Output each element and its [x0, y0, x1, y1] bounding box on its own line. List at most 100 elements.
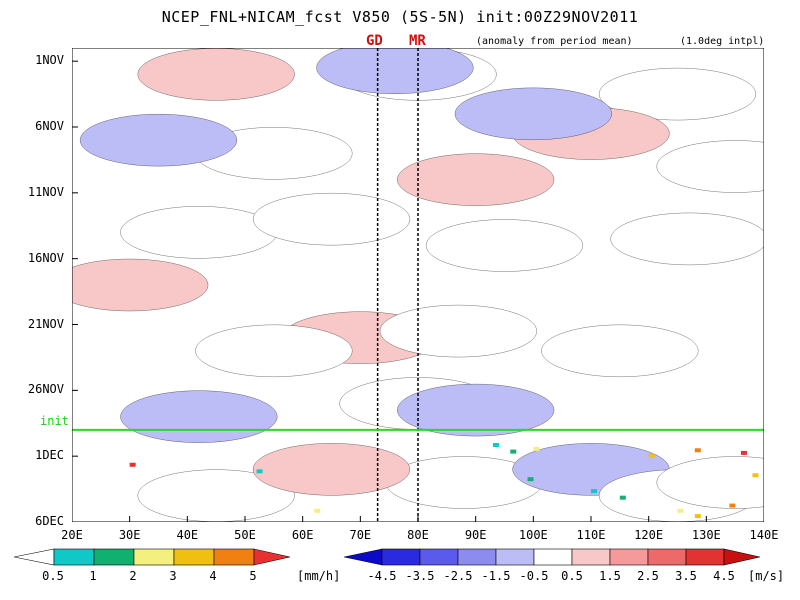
precip-cell — [729, 503, 736, 508]
precip-cell — [752, 473, 759, 478]
marker-lines — [376, 48, 419, 522]
precip-colorbar-cell — [213, 548, 255, 566]
wind-colorbar-label: -4.5 — [367, 569, 397, 583]
wind-colorbar-cell — [457, 548, 497, 566]
anomaly-contour — [379, 304, 538, 358]
anomaly-feature — [397, 153, 555, 206]
y-tick-label: 6NOV — [35, 119, 64, 133]
anomaly-feature — [316, 48, 474, 94]
wind-colorbar-label: 1.5 — [599, 569, 621, 583]
y-tick-label: 1NOV — [35, 53, 64, 68]
anomaly-feature — [656, 140, 764, 193]
anomaly-contour — [316, 48, 474, 94]
precip-colorbar-cell — [253, 548, 291, 566]
precip-colorbar-label: 1 — [89, 569, 97, 583]
wind-colorbar-cell — [647, 548, 687, 566]
anomaly-contour — [120, 206, 278, 259]
precip-field — [129, 443, 759, 519]
anomaly-feature — [72, 258, 209, 312]
wind-colorbar-cell — [609, 548, 649, 566]
precip-colorbar-cell — [14, 548, 55, 566]
x-tick-label: 30E — [118, 528, 141, 542]
wind-colorbar-label: -0.5 — [519, 569, 549, 583]
x-tick-label: 110E — [576, 528, 606, 542]
anomaly-feature — [397, 383, 555, 437]
marker-label-gd: GD — [366, 33, 383, 49]
anomaly-feature — [195, 324, 353, 378]
precip-cell — [492, 443, 499, 447]
precip-colorbar-label: 3 — [169, 569, 177, 583]
precip-colorbar-label: 5 — [249, 569, 257, 583]
precip-cell — [694, 514, 701, 519]
precip-cell — [648, 453, 655, 458]
anomaly-field — [72, 48, 764, 522]
interp-note: (1.0deg intpl) — [680, 36, 765, 47]
precip-cell — [619, 495, 626, 500]
precip-cell — [129, 462, 136, 467]
wind-colorbar-label: -3.5 — [405, 569, 435, 583]
precip-cell — [677, 508, 684, 513]
anomaly-contour — [656, 140, 764, 193]
precip-colorbar-label: 2 — [129, 569, 137, 583]
wind-colorbar-cell — [685, 548, 725, 566]
x-tick-label: 60E — [291, 528, 314, 542]
wind-colorbar-cell — [723, 548, 761, 566]
precip-colorbar — [14, 548, 291, 566]
anomaly-feature — [541, 324, 699, 378]
x-tick-label: 100E — [518, 528, 548, 542]
anomaly-feature — [120, 206, 278, 259]
y-tick-label: 16NOV — [27, 250, 64, 265]
y-tick-label: 11NOV — [27, 184, 64, 199]
anomaly-feature — [379, 304, 538, 358]
wind-unit: [m/s] — [748, 569, 785, 583]
precip-colorbar-cell — [93, 548, 135, 566]
anomaly-contour — [252, 192, 411, 246]
anomaly-feature — [598, 67, 757, 121]
heatmap-plot — [72, 48, 764, 522]
anomaly-feature — [610, 212, 764, 266]
precip-cell — [256, 469, 263, 474]
anomaly-feature — [252, 192, 411, 246]
anomaly-contour — [454, 87, 612, 141]
anomaly-contour — [120, 390, 278, 443]
x-tick-label: 70E — [349, 528, 372, 542]
anomaly-feature — [252, 443, 411, 496]
precip-cell — [510, 449, 517, 454]
wind-colorbar-label: 0.5 — [561, 569, 583, 583]
wind-colorbar-cell — [381, 548, 421, 566]
x-tick-label: 90E — [464, 528, 487, 542]
anomaly-contour — [656, 456, 764, 509]
anomaly-feature — [137, 469, 295, 522]
anomaly-contour — [195, 324, 353, 378]
wind-colorbar-cell — [344, 548, 383, 566]
precip-cell — [314, 508, 321, 513]
x-tick-label: 130E — [691, 528, 721, 542]
precip-cell — [740, 450, 747, 455]
anomaly-feature — [425, 219, 584, 272]
wind-colorbar-label: -2.5 — [443, 569, 473, 583]
y-tick-label: 26NOV — [27, 382, 64, 397]
wind-colorbar — [344, 548, 761, 566]
x-tick-label: 20E — [61, 528, 83, 542]
wind-colorbar-cell — [419, 548, 459, 566]
anomaly-contour — [137, 48, 295, 101]
anomaly-contour — [397, 383, 555, 437]
precip-colorbar-label: 0.5 — [42, 569, 64, 583]
anomaly-feature — [137, 48, 295, 101]
anomaly-feature — [656, 456, 764, 509]
precip-unit: [mm/h] — [297, 569, 341, 583]
wind-colorbar-cell — [571, 548, 611, 566]
anomaly-feature — [79, 113, 238, 167]
anomaly-note: (anomaly from period mean) — [476, 36, 633, 47]
wind-colorbar-cell — [533, 548, 573, 566]
anomaly-contour — [541, 324, 699, 378]
marker-label-mr: MR — [409, 33, 426, 49]
y-tick-label: 6DEC — [35, 514, 64, 528]
anomaly-contour — [397, 153, 555, 206]
anomaly-contour — [79, 113, 238, 167]
wind-colorbar-label: 4.5 — [713, 569, 735, 583]
anomaly-contour — [252, 443, 411, 496]
wind-colorbar-label: -1.5 — [481, 569, 511, 583]
init-label: init — [40, 413, 69, 428]
anomaly-contour — [72, 258, 209, 312]
